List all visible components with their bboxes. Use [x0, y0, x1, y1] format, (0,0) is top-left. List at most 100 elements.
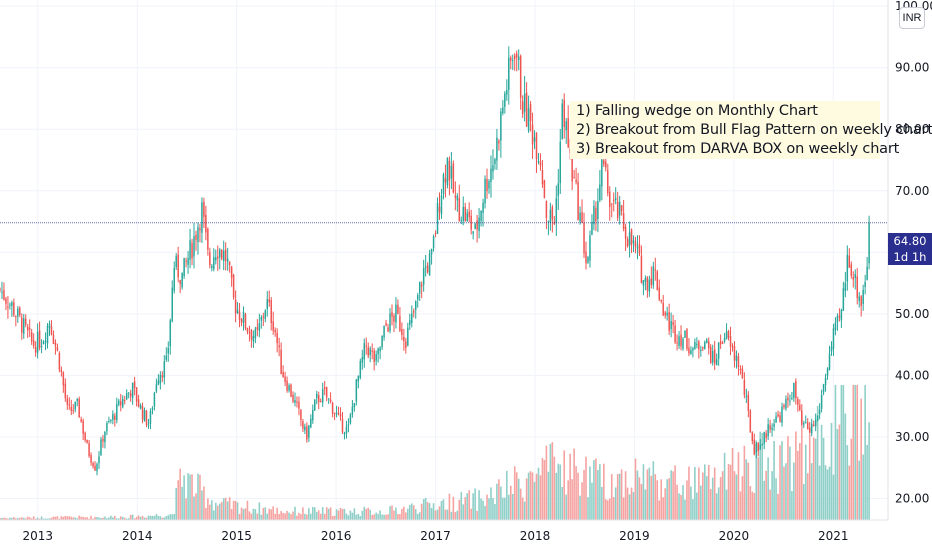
- volume-bar: [7, 518, 9, 520]
- volume-bar: [612, 497, 615, 520]
- candle-body: [751, 432, 754, 442]
- candle-body: [482, 202, 484, 213]
- volume-bar: [339, 507, 342, 520]
- volume-bar: [159, 516, 162, 520]
- time-axis[interactable]: 2013 2014 2015 2016 2017 2018 2019 2020 2021: [23, 529, 849, 543]
- candle-body: [652, 266, 655, 286]
- candle-body: [512, 59, 514, 61]
- candle-body: [577, 181, 579, 220]
- candle-body: [254, 328, 257, 339]
- volume-bar: [90, 515, 92, 520]
- candle-body: [755, 443, 758, 453]
- volume-bar: [517, 478, 520, 520]
- candle-body: [137, 399, 140, 407]
- volume-bar: [116, 518, 118, 520]
- candle-body: [808, 427, 811, 433]
- candle-body: [13, 302, 15, 316]
- volume-bar: [605, 499, 607, 520]
- volume-bar: [343, 508, 346, 520]
- volume-bar: [393, 510, 395, 520]
- volume-bar: [678, 493, 680, 520]
- candle-body: [707, 341, 710, 349]
- volume-bar: [448, 493, 451, 520]
- volume-bar: [139, 516, 142, 520]
- currency-label[interactable]: INR: [899, 7, 925, 29]
- volume-bar: [123, 517, 126, 520]
- candle-body: [36, 332, 39, 353]
- volume-bar: [484, 505, 486, 520]
- candle-body: [189, 240, 191, 260]
- volume-bar: [717, 487, 720, 520]
- x-tick-label: 2020: [719, 529, 750, 543]
- volume-bar: [88, 518, 90, 520]
- candle-body: [236, 309, 239, 314]
- volume-bar: [294, 506, 296, 520]
- candle-body: [840, 309, 843, 321]
- candle-body: [264, 310, 267, 319]
- volume-bar: [498, 479, 500, 520]
- candle-body: [335, 412, 338, 415]
- volume-bar: [119, 516, 122, 520]
- candle-body: [217, 256, 219, 259]
- volume-bar: [781, 441, 783, 520]
- volume-bar: [626, 487, 629, 520]
- candle-body: [858, 296, 860, 301]
- volume-bar: [292, 511, 294, 520]
- volume-bar: [228, 497, 231, 520]
- candle-body: [700, 349, 702, 351]
- candle-body: [177, 254, 179, 278]
- volume-bar: [0, 517, 1, 520]
- candle-body: [436, 202, 439, 234]
- candle-body: [470, 215, 472, 230]
- volume-bar: [278, 513, 280, 520]
- candle-body: [694, 342, 696, 350]
- candle-body: [19, 307, 21, 315]
- volume-bar: [304, 513, 306, 520]
- candle-body: [280, 349, 282, 375]
- volume-bar: [426, 502, 429, 520]
- volume-bar: [715, 493, 718, 520]
- candle-body: [696, 344, 698, 346]
- candle-body: [294, 400, 296, 403]
- candle-body: [519, 56, 522, 98]
- candle-body: [102, 438, 104, 442]
- volume-bar: [86, 517, 88, 520]
- candle-body: [339, 413, 342, 417]
- volume-bar: [816, 405, 819, 520]
- volume-bar: [337, 510, 340, 520]
- candle-body: [812, 424, 815, 426]
- candle-body: [674, 325, 676, 343]
- y-tick-label: 50.00: [895, 307, 929, 321]
- candle-body: [131, 382, 134, 398]
- volume-bar: [474, 488, 476, 520]
- volume-bar: [533, 481, 536, 520]
- volume-bar: [630, 487, 633, 520]
- annotation-line-1: 1) Falling wedge on Monthly Chart: [576, 103, 818, 119]
- volume-bar: [224, 497, 227, 520]
- volume-bar: [846, 445, 849, 520]
- volume-bar: [30, 518, 33, 520]
- volume-bar: [539, 475, 542, 520]
- volume-bar: [149, 515, 152, 520]
- candle-body: [745, 396, 748, 398]
- candle-body: [373, 350, 375, 363]
- volume-bar: [48, 518, 51, 520]
- volume-bar: [177, 480, 179, 520]
- volume-bar: [18, 517, 21, 520]
- annotation-box[interactable]: [570, 101, 880, 159]
- candle-body: [713, 349, 716, 364]
- candle-body: [286, 380, 288, 391]
- volume-bar: [694, 466, 696, 520]
- volume-bar: [347, 515, 350, 520]
- candle-body: [480, 210, 482, 222]
- volume-bar: [468, 490, 470, 520]
- volume-bar: [242, 508, 245, 520]
- candle-body: [490, 168, 492, 183]
- candle-body: [414, 301, 417, 310]
- candle-body: [118, 400, 120, 405]
- volume-bar: [213, 510, 215, 520]
- volume-bar: [64, 515, 67, 520]
- volume-bar: [662, 497, 665, 520]
